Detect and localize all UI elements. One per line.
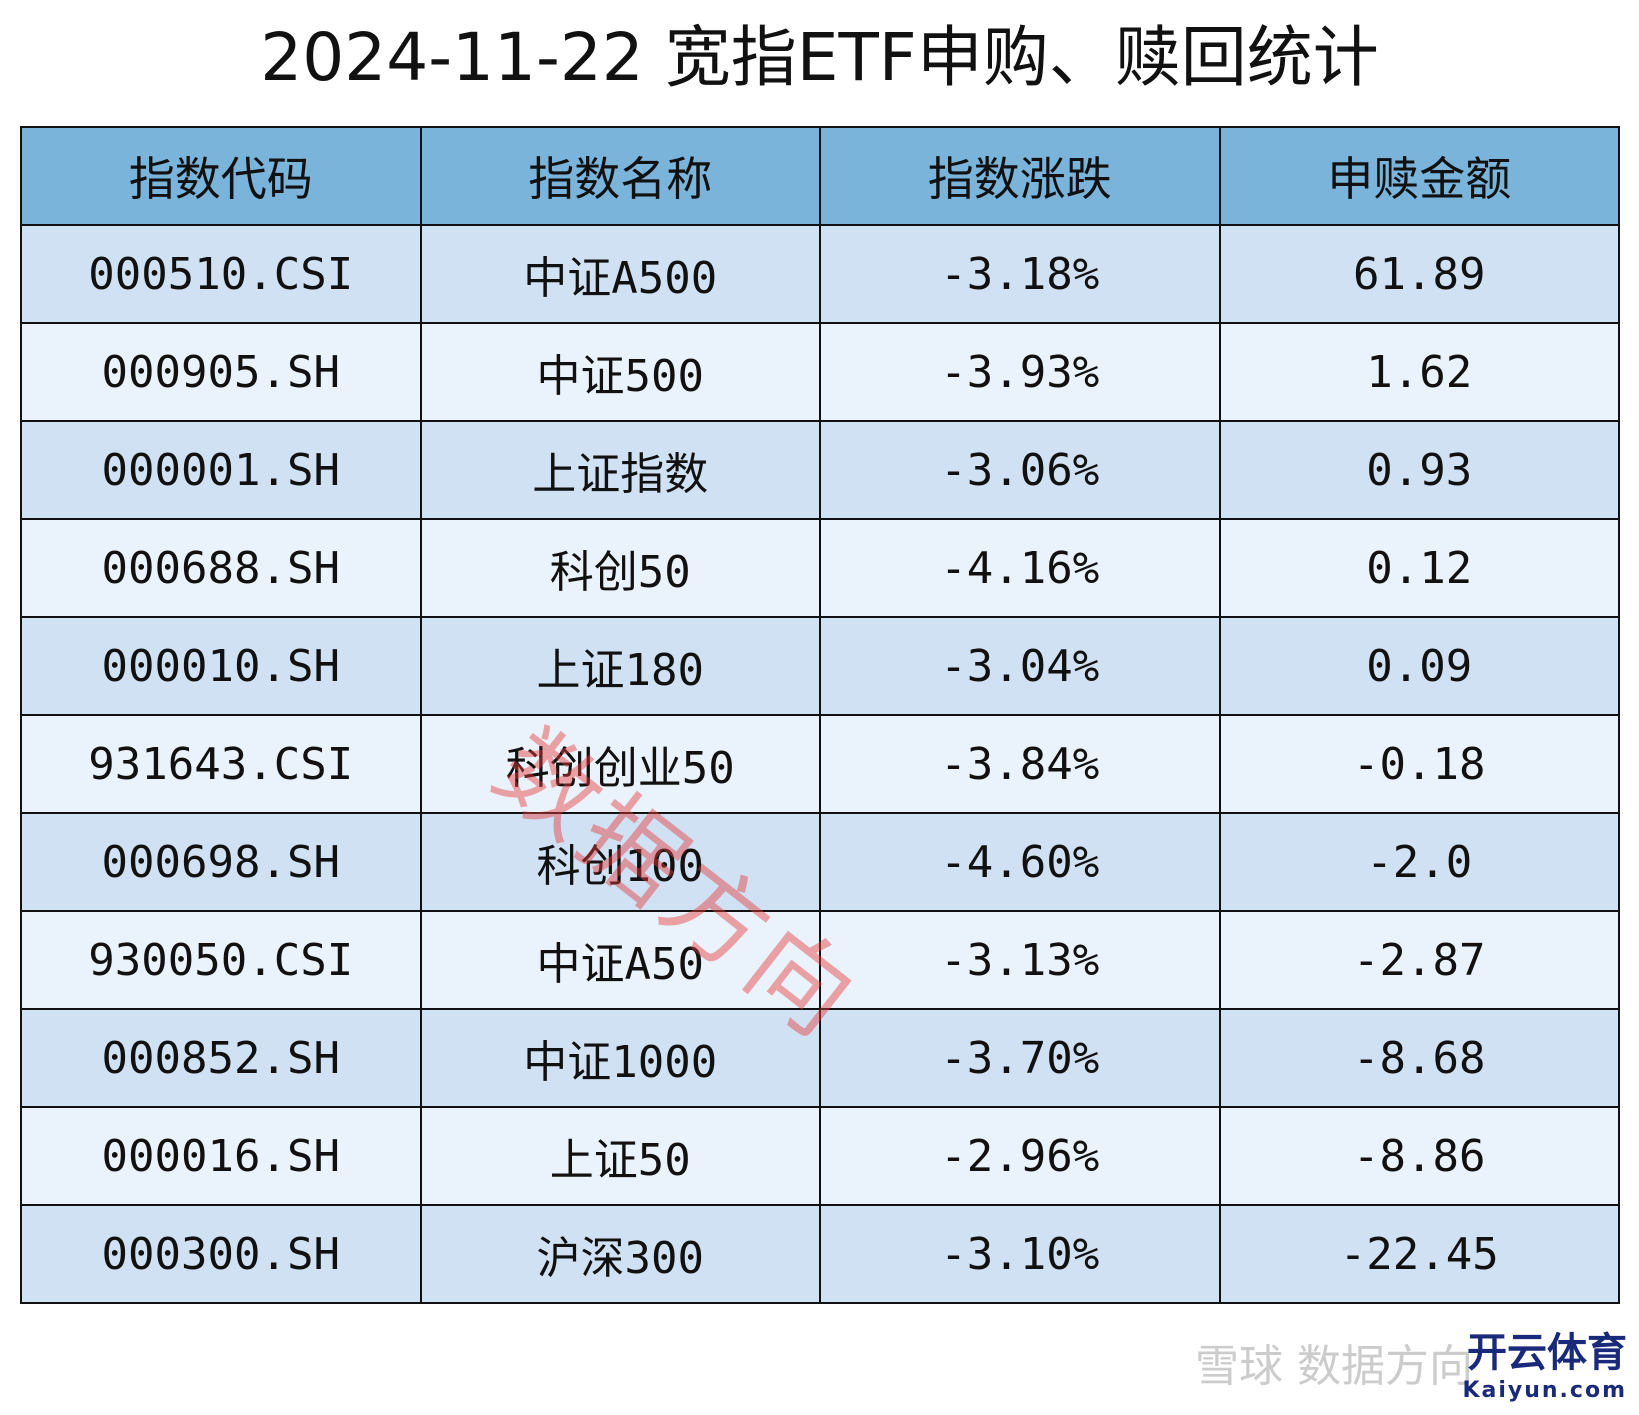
cell: 科创100 <box>419 812 821 912</box>
row: 000001.SH 上证指数 -3.06% 0.93 <box>20 420 1620 520</box>
cell: -3.10% <box>819 1204 1221 1304</box>
cell: -3.06% <box>819 420 1221 520</box>
row: 000300.SH 沪深300 -3.10% -22.45 <box>20 1204 1620 1304</box>
source: 雪球 <box>1195 1341 1283 1392</box>
cell: 中证1000 <box>419 1008 821 1108</box>
cell: 931643.CSI <box>20 714 422 814</box>
row: 000698.SH 科创100 -4.60% -2.0 <box>20 812 1620 912</box>
table: 指数代码 指数名称 指数涨跌 申赎金额 000510.CSI 中证A500 -3.18% 6… <box>20 126 1620 1304</box>
cell: 000698.SH <box>20 812 422 912</box>
row: 000016.SH 上证50 -2.96% -8.86 <box>20 1106 1620 1206</box>
cell: 科创创业50 <box>419 714 821 814</box>
header-row: 指数代码 指数名称 指数涨跌 申赎金额 <box>20 126 1620 226</box>
cell: 000905.SH <box>20 322 422 422</box>
row: 000688.SH 科创50 -4.16% 0.12 <box>20 518 1620 618</box>
source-name: 数据方向 <box>1297 1341 1473 1392</box>
cell: 000016.SH <box>20 1106 422 1206</box>
table-body: 000510.CSI 中证A500 -3.18% 61.89 000905.SH 中证50… <box>20 224 1620 1304</box>
cell: -2.96% <box>819 1106 1221 1206</box>
footer-source: 雪球 数据方向 <box>1195 1330 1473 1394</box>
header-cell: 指数名称 <box>419 126 821 226</box>
cell: 61.89 <box>1218 224 1620 324</box>
row: 000852.SH 中证1000 -3.70% -8.68 <box>20 1008 1620 1108</box>
cell: 上证50 <box>419 1106 821 1206</box>
cell: -3.70% <box>819 1008 1221 1108</box>
cell: -22.45 <box>1218 1204 1620 1304</box>
cell: 上证180 <box>419 616 821 716</box>
logo-text: 开云体育 <box>1467 1330 1627 1376</box>
header-cell: 指数代码 <box>20 126 422 226</box>
cell: -3.18% <box>819 224 1221 324</box>
cell: 000510.CSI <box>20 224 422 324</box>
cell: 930050.CSI <box>20 910 422 1010</box>
row: 930050.CSI 中证A50 -3.13% -2.87 <box>20 910 1620 1010</box>
cell: -3.04% <box>819 616 1221 716</box>
cell: 上证指数 <box>419 420 821 520</box>
cell: 0.93 <box>1218 420 1620 520</box>
row: 000510.CSI 中证A500 -3.18% 61.89 <box>20 224 1620 324</box>
cell: -2.0 <box>1218 812 1620 912</box>
cell: 000010.SH <box>20 616 422 716</box>
header-cell: 指数涨跌 <box>819 126 1221 226</box>
cell: 000852.SH <box>20 1008 422 1108</box>
cell: 000688.SH <box>20 518 422 618</box>
cell: -3.13% <box>819 910 1221 1010</box>
cell: 科创50 <box>419 518 821 618</box>
cell: -4.16% <box>819 518 1221 618</box>
row: 000905.SH 中证500 -3.93% 1.62 <box>20 322 1620 422</box>
cell: 沪深300 <box>419 1204 821 1304</box>
cell: 1.62 <box>1218 322 1620 422</box>
cell: -3.93% <box>819 322 1221 422</box>
cell: 0.12 <box>1218 518 1620 618</box>
title: 2024-11-22 宽指ETF申购、赎回统计 <box>260 19 1379 96</box>
cell: 中证500 <box>419 322 821 422</box>
row: 000010.SH 上证180 -3.04% 0.09 <box>20 616 1620 716</box>
cell: 000300.SH <box>20 1204 422 1304</box>
cell: 0.09 <box>1218 616 1620 716</box>
cell: -3.84% <box>819 714 1221 814</box>
cell: 中证A500 <box>419 224 821 324</box>
header-cell: 申赎金额 <box>1218 126 1620 226</box>
cell: -8.68 <box>1218 1008 1620 1108</box>
cell: 000001.SH <box>20 420 422 520</box>
row: 931643.CSI 科创创业50 -3.84% -0.18 <box>20 714 1620 814</box>
cell: 中证A50 <box>419 910 821 1010</box>
cell: -8.86 <box>1218 1106 1620 1206</box>
cell: -4.60% <box>819 812 1221 912</box>
cell: -0.18 <box>1218 714 1620 814</box>
cell: -2.87 <box>1218 910 1620 1010</box>
logo-url: Kaiyun.com <box>1462 1378 1627 1403</box>
logo: 开云体育 Kaiyun.com <box>1462 1320 1627 1403</box>
